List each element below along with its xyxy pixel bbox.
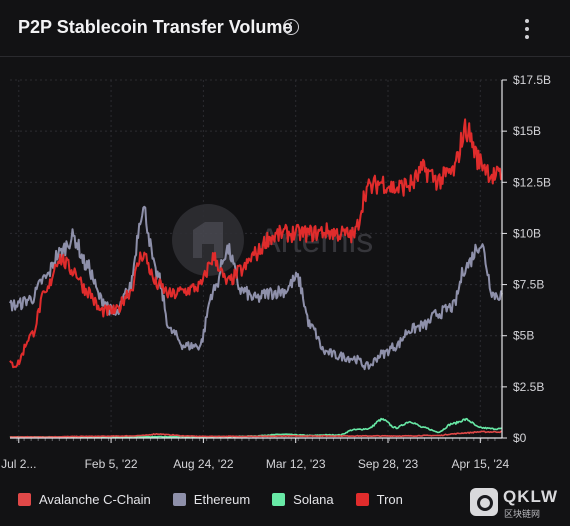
qklw-subtext: 区块链网 — [504, 509, 541, 519]
legend-label: Avalanche C-Chain — [39, 491, 151, 507]
y-tick-label: $7.5B — [513, 278, 544, 292]
y-tick-label: $5B — [513, 329, 534, 343]
more-vertical-icon[interactable] — [520, 18, 534, 40]
x-tick-label: Aug 24, '22 — [173, 457, 234, 471]
y-tick-label: $2.5B — [513, 380, 544, 394]
y-axis-ticks: $0 $2.5B $5B $7.5B $10B $12.5B $15B $17.5B — [502, 73, 551, 445]
qklw-text: QKLW — [503, 487, 558, 506]
legend-item-ethereum[interactable]: Ethereum — [172, 491, 251, 507]
legend-item-tron[interactable]: Tron — [355, 491, 403, 507]
qklw-badge: QKLW 区块链网 — [470, 486, 566, 520]
y-tick-label: $15B — [513, 124, 541, 138]
series-line-ethereum — [9, 205, 503, 371]
y-tick-label: $12.5B — [513, 175, 551, 189]
legend-item-solana[interactable]: Solana — [272, 491, 334, 507]
y-tick-label: $10B — [513, 226, 541, 240]
qklw-logo-icon — [470, 488, 498, 516]
legend-item-avalanche-c-chain[interactable]: Avalanche C-Chain — [18, 492, 151, 507]
chart-title: P2P Stablecoin Transfer Volume — [18, 17, 293, 37]
x-axis-ticks: Jul 2... Feb 5, '22 Aug 24, '22 Mar 12, '23… — [1, 438, 509, 471]
legend-label: Tron — [376, 491, 403, 507]
x-tick-label: Mar 12, '23 — [266, 457, 326, 471]
y-tick-label: $0 — [513, 431, 527, 445]
legend-swatch — [172, 492, 186, 506]
legend-swatch — [272, 492, 286, 506]
series-line-solana — [9, 417, 503, 439]
legend: Avalanche C-Chain Ethereum Solana Tron — [18, 491, 425, 507]
info-icon[interactable] — [283, 19, 299, 35]
legend-swatch — [355, 492, 369, 506]
x-tick-label: Jul 2... — [1, 457, 36, 471]
legend-label: Ethereum — [193, 491, 251, 507]
legend-label: Solana — [293, 491, 334, 507]
watermark-logo-mark — [193, 222, 223, 258]
x-tick-label: Sep 28, '23 — [358, 457, 419, 471]
series-line-avalanche-c-chain — [9, 430, 503, 439]
grid-lines — [10, 79, 502, 438]
series-line-tron — [9, 118, 503, 369]
x-tick-label: Apr 15, '24 — [451, 457, 509, 471]
x-tick-label: Feb 5, '22 — [85, 457, 138, 471]
series-lines — [9, 118, 503, 439]
legend-swatch — [18, 492, 31, 506]
y-tick-label: $17.5B — [513, 73, 551, 87]
card-header: P2P Stablecoin Transfer Volume — [0, 0, 570, 57]
